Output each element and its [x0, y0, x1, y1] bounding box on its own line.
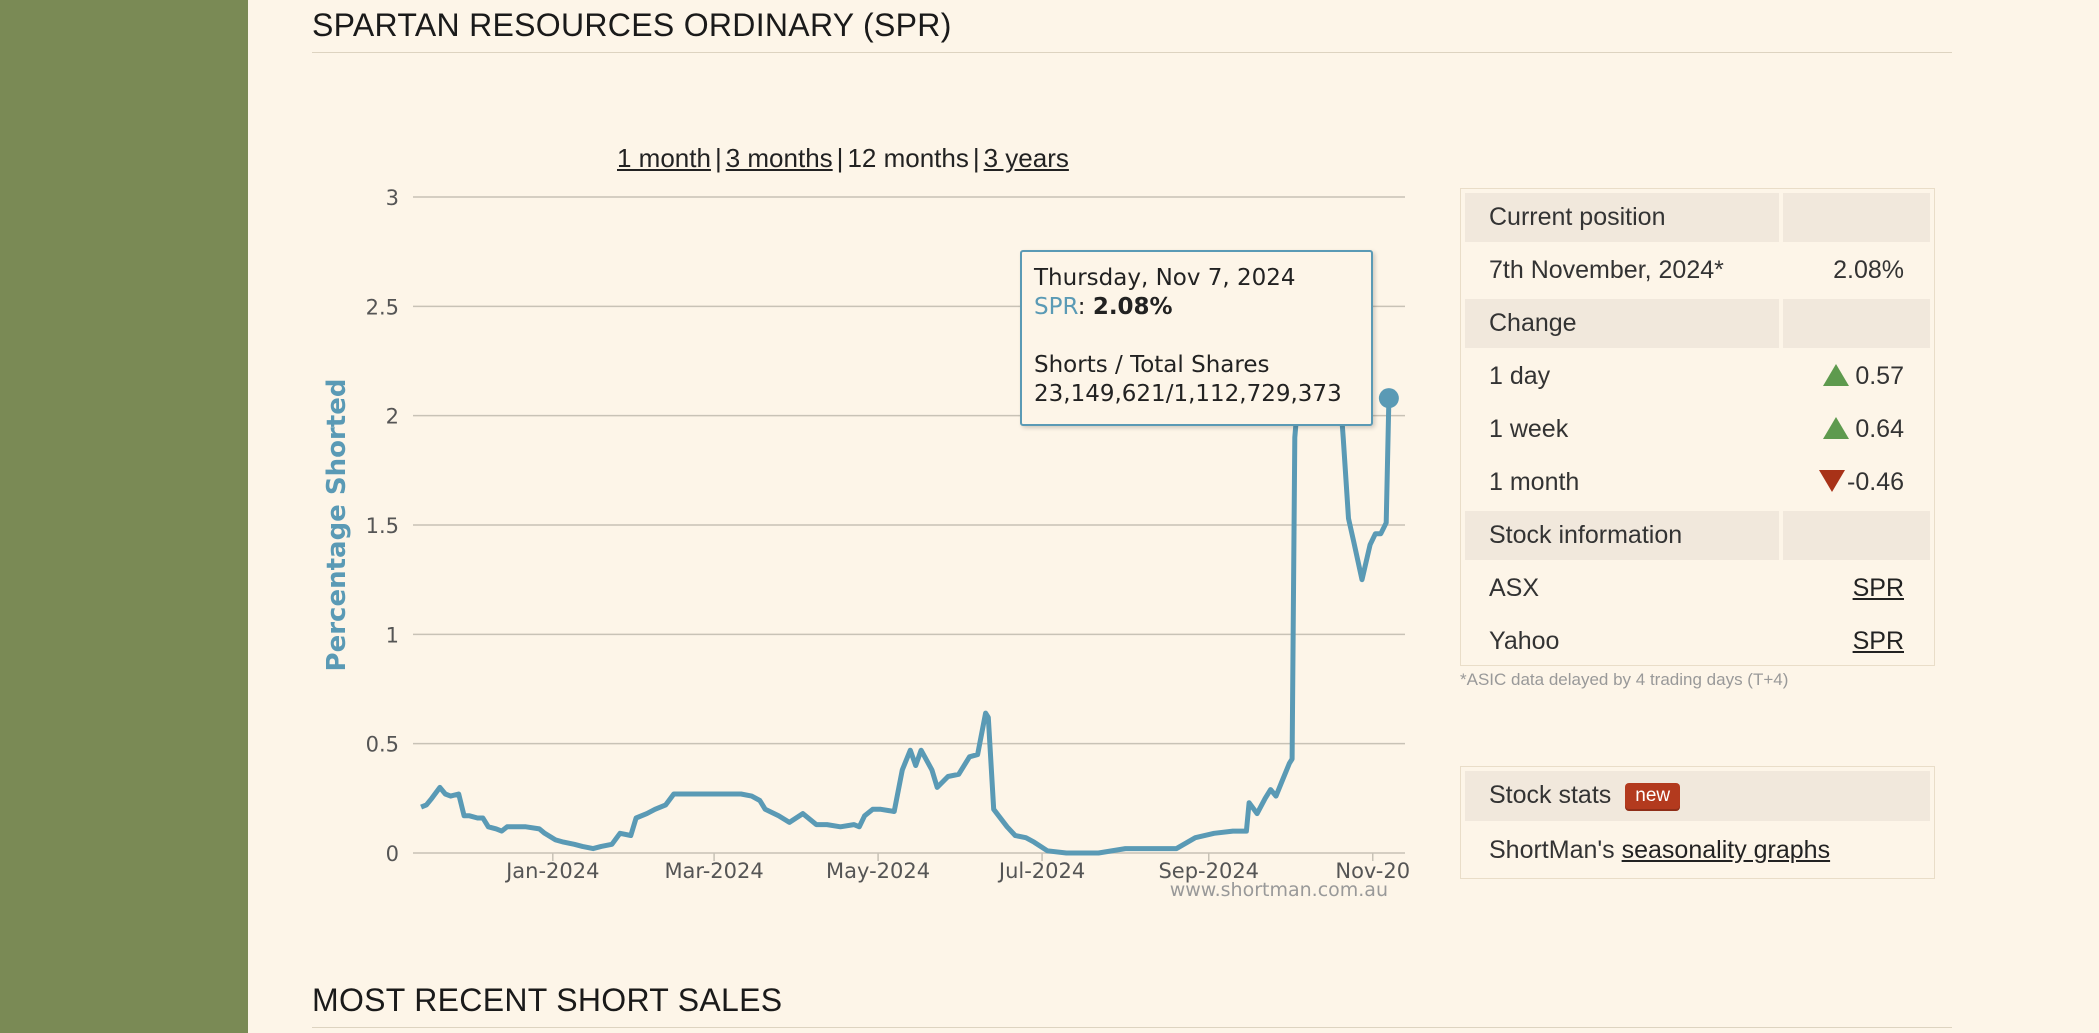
- range-3-months-link[interactable]: 3 months: [725, 143, 833, 173]
- up-arrow-icon: [1823, 364, 1850, 386]
- tooltip-shorts-value: 23,149,621/1,112,729,373: [1034, 381, 1342, 407]
- stock-stats-header-row: Stock stats new: [1465, 771, 1930, 821]
- change-label: 1 day: [1489, 362, 1551, 390]
- new-badge: new: [1625, 783, 1681, 811]
- stock-info-header: Stock information: [1465, 511, 1780, 560]
- x-tick-label: May-2024: [826, 859, 930, 883]
- y-tick-label: 0: [386, 842, 399, 866]
- page-title: SPARTAN RESOURCES ORDINARY (SPR): [312, 7, 1952, 53]
- y-tick-label: 1: [386, 623, 399, 647]
- range-3-years-link[interactable]: 3 years: [983, 143, 1069, 173]
- data-delay-footnote: *ASIC data delayed by 4 trading days (T+…: [1460, 670, 1789, 689]
- change-row-1-week: 1 week 0.64: [1465, 405, 1930, 454]
- range-separator: |: [836, 143, 844, 173]
- change-row-1-month: 1 month -0.46: [1465, 458, 1930, 507]
- down-arrow-icon: [1819, 470, 1846, 492]
- seasonality-graphs-link[interactable]: seasonality graphs: [1621, 835, 1831, 864]
- change-header-row: Change: [1465, 299, 1930, 348]
- left-sidebar: [0, 0, 248, 1033]
- range-selector: 1 month | 3 months | 12 months | 3 years: [617, 143, 1069, 174]
- stock-stats-panel: Stock stats new ShortMan's seasonality gr…: [1460, 766, 1935, 879]
- range-12-months-current: 12 months: [847, 143, 969, 173]
- yahoo-row: Yahoo SPR: [1465, 617, 1930, 666]
- change-label: 1 week: [1489, 415, 1569, 443]
- x-tick-label: Mar-2024: [664, 859, 763, 883]
- x-tick-label: Nov-20: [1335, 859, 1410, 883]
- position-table: Current position 7th November, 2024* 2.0…: [1461, 189, 1934, 670]
- chart-credit: www.shortman.com.au: [1170, 879, 1388, 901]
- y-tick-label: 2: [386, 405, 399, 429]
- seasonality-row: ShortMan's seasonality graphs: [1465, 825, 1930, 875]
- change-label: 1 month: [1489, 468, 1580, 496]
- tooltip-value: 2.08%: [1092, 294, 1173, 320]
- series-line-spr: [420, 286, 1392, 856]
- yahoo-link[interactable]: SPR: [1852, 627, 1904, 655]
- range-separator: |: [972, 143, 980, 173]
- tooltip-date: Thursday, Nov 7, 2024: [1034, 265, 1296, 291]
- y-tick-label: 1.5: [366, 514, 399, 538]
- tooltip-shorts-label: Shorts / Total Shares: [1034, 352, 1270, 378]
- stock-stats-header: Stock stats: [1489, 781, 1612, 809]
- change-header: Change: [1465, 299, 1780, 348]
- tooltip-series-name: SPR: [1034, 294, 1078, 320]
- asx-row: ASX SPR: [1465, 564, 1930, 613]
- chart-tooltip: Thursday, Nov 7, 2024 SPR: 2.08% Shorts …: [1020, 250, 1373, 426]
- y-tick-label: 0.5: [366, 733, 399, 757]
- x-tick-label: Jan-2024: [504, 859, 599, 883]
- short-position-chart[interactable]: 0 0.5 1 1.5 2 2.5 3 Jan-2024 Mar-2024 May-2024 Jul…: [300, 170, 1430, 910]
- x-tick-label: Jul-2024: [997, 859, 1085, 883]
- x-tick-label: Sep-2024: [1158, 859, 1259, 883]
- change-value: 0.64: [1855, 415, 1904, 443]
- change-row-1-day: 1 day 0.57: [1465, 352, 1930, 401]
- current-position-value: 2.08%: [1833, 256, 1904, 284]
- range-separator: |: [714, 143, 722, 173]
- yahoo-label: Yahoo: [1489, 627, 1560, 655]
- stock-info-header-row: Stock information: [1465, 511, 1930, 560]
- recent-short-sales-title: MOST RECENT SHORT SALES: [312, 982, 1952, 1028]
- position-panel: Current position 7th November, 2024* 2.0…: [1460, 188, 1935, 666]
- up-arrow-icon: [1823, 417, 1850, 439]
- current-position-date: 7th November, 2024*: [1489, 256, 1724, 284]
- stock-stats-table: Stock stats new ShortMan's seasonality gr…: [1461, 767, 1934, 879]
- tooltip-series-row: SPR: 2.08%: [1034, 294, 1173, 320]
- change-value: 0.57: [1855, 362, 1904, 390]
- change-value: -0.46: [1847, 468, 1904, 496]
- asx-link[interactable]: SPR: [1852, 574, 1904, 602]
- current-position-header: Current position: [1465, 193, 1780, 242]
- y-tick-label: 2.5: [366, 295, 399, 319]
- current-position-row: 7th November, 2024* 2.08%: [1465, 246, 1930, 295]
- y-tick-label: 3: [386, 186, 399, 210]
- asx-label: ASX: [1489, 574, 1540, 602]
- range-1-month-link[interactable]: 1 month: [617, 143, 711, 173]
- seasonality-prefix: ShortMan's: [1489, 835, 1615, 864]
- highlighted-data-point: [1378, 388, 1399, 409]
- y-axis-title: Percentage Shorted: [322, 379, 352, 672]
- current-position-header-row: Current position: [1465, 193, 1930, 242]
